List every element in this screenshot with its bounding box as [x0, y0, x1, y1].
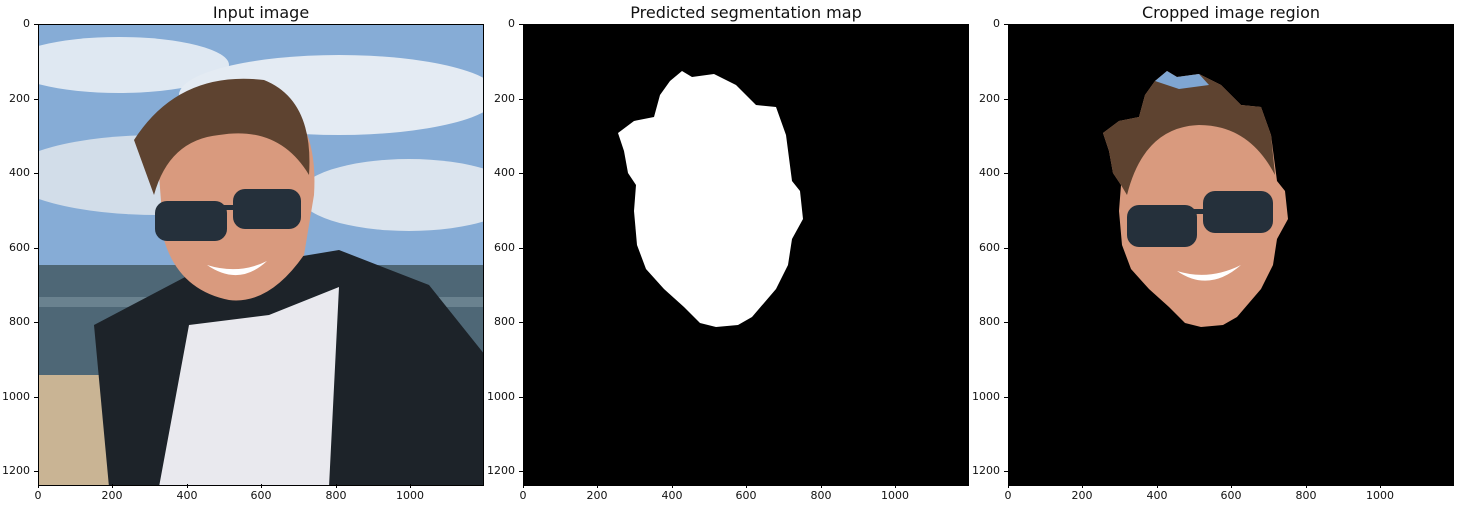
panel-segmentation-map: Predicted segmentation map 0 200 400 600… [486, 0, 976, 509]
segmentation-axes [523, 24, 969, 486]
y-tick: 600 [485, 241, 523, 254]
y-tick: 200 [970, 92, 1008, 105]
y-tick: 1000 [2, 390, 38, 403]
y-tick: 0 [0, 17, 38, 30]
x-tick: 600 [1211, 484, 1251, 502]
y-tick: 1200 [2, 464, 38, 477]
x-tick: 400 [652, 484, 692, 502]
input-image-axes [38, 24, 484, 486]
x-tick: 600 [726, 484, 766, 502]
y-tick: 0 [485, 17, 523, 30]
x-tick: 200 [1062, 484, 1102, 502]
y-tick: 200 [0, 92, 38, 105]
panel-title: Cropped image region [1141, 3, 1321, 22]
y-tick: 400 [485, 166, 523, 179]
x-tick: 1000 [390, 484, 430, 502]
x-tick: 400 [167, 484, 207, 502]
y-tick: 200 [485, 92, 523, 105]
y-tick: 600 [0, 241, 38, 254]
y-tick: 1000 [972, 390, 1008, 403]
y-tick: 800 [485, 315, 523, 328]
x-tick: 800 [801, 484, 841, 502]
x-tick: 0 [988, 484, 1028, 502]
x-tick: 0 [18, 484, 58, 502]
x-tick: 400 [1137, 484, 1177, 502]
y-tick: 800 [0, 315, 38, 328]
x-tick: 800 [316, 484, 356, 502]
y-tick: 800 [970, 315, 1008, 328]
segmentation-mask [524, 25, 968, 485]
x-tick: 200 [92, 484, 132, 502]
panel-title: Input image [212, 3, 310, 22]
x-tick: 800 [1286, 484, 1326, 502]
y-tick: 400 [970, 166, 1008, 179]
y-tick: 400 [0, 166, 38, 179]
panel-cropped-region: Cropped image region 0 200 400 600 800 1… [971, 0, 1460, 509]
panel-input-image: Input image 0 200 400 600 800 1000 1200 … [0, 0, 490, 509]
x-tick: 0 [503, 484, 543, 502]
cropped-face [1009, 25, 1453, 485]
x-tick: 1000 [875, 484, 915, 502]
y-tick: 1200 [972, 464, 1008, 477]
x-tick: 200 [577, 484, 617, 502]
y-tick: 1200 [487, 464, 523, 477]
y-tick: 0 [970, 17, 1008, 30]
panel-title: Predicted segmentation map [630, 3, 862, 22]
y-tick: 600 [970, 241, 1008, 254]
cropped-axes [1008, 24, 1454, 486]
input-photo [39, 25, 483, 485]
y-tick: 1000 [487, 390, 523, 403]
x-tick: 600 [241, 484, 281, 502]
x-tick: 1000 [1360, 484, 1400, 502]
